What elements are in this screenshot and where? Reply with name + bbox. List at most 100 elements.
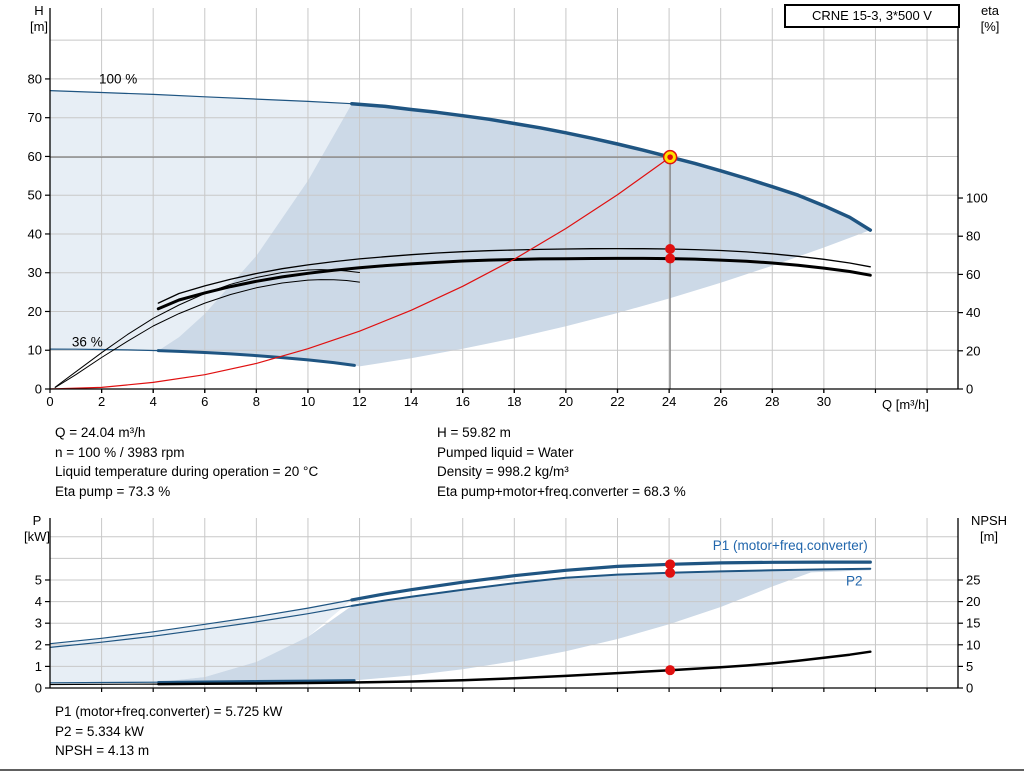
duty-result-dot	[665, 244, 676, 255]
tick-label: 10	[28, 343, 42, 358]
power-envelope-light	[50, 599, 352, 683]
tick-label: 70	[28, 110, 42, 125]
info-line-eta-total: Eta pump+motor+freq.converter = 68.3 %	[437, 483, 686, 499]
info-line-n: n = 100 % / 3983 rpm	[55, 444, 185, 460]
p-axis-label: P [kW]	[16, 513, 58, 545]
axis-label-line: [m]	[979, 529, 999, 544]
info-line-h: H = 59.82 m	[437, 425, 511, 440]
info-line-npsh: NPSH = 4.13 m	[55, 743, 150, 758]
tick-label: 10	[301, 394, 315, 409]
tick-label: 0	[46, 394, 53, 409]
info-line-density: Density = 998.2 kg/m³	[437, 464, 569, 479]
tick-label: 1	[35, 659, 42, 674]
tick-label: 20	[28, 304, 42, 319]
curve-annotation: P2	[846, 573, 863, 588]
tick-label: 14	[404, 394, 418, 409]
tick-label: 80	[28, 71, 42, 86]
tick-label: 0	[966, 681, 973, 696]
tick-label: 50	[28, 188, 42, 203]
axis-label-line: P	[32, 513, 42, 528]
duty-result-dot	[665, 559, 676, 570]
eta-arc-lower	[54, 279, 360, 388]
p2-curve-thick	[350, 567, 872, 607]
axis-label-line: NPSH	[970, 513, 1008, 528]
curve-annotation: 100 %	[99, 72, 137, 87]
tick-label: 24	[662, 394, 676, 409]
npsh-axis-label: NPSH [m]	[962, 513, 1016, 545]
p-curve-36-thin	[49, 681, 159, 684]
duty-result-dot	[665, 665, 676, 676]
tick-label: 2	[98, 394, 105, 409]
tick-label: 30	[28, 265, 42, 280]
tick-label: 5	[966, 659, 973, 674]
tick-label: 2	[35, 637, 42, 652]
speed-curve-36-thick	[156, 349, 356, 367]
tick-label: 18	[507, 394, 521, 409]
speed-curve-36-thin	[49, 348, 159, 352]
curve-annotation: 36 %	[72, 334, 103, 349]
tick-label: 0	[35, 382, 42, 397]
p-curve-36-thick	[157, 679, 356, 684]
eta-pump-curve	[157, 247, 871, 304]
tick-label: 60	[966, 267, 980, 282]
info-line-p2: P2 = 5.334 kW	[55, 723, 144, 739]
tick-label: 0	[35, 681, 42, 696]
tick-label: 40	[966, 305, 980, 320]
tick-label: 25	[966, 572, 980, 587]
tick-label: 15	[966, 616, 980, 631]
pump-model-label: CRNE 15-3, 3*500 V	[812, 8, 932, 23]
operating-envelope-light	[50, 90, 352, 351]
tick-label: 80	[966, 229, 980, 244]
tick-label: 20	[559, 394, 573, 409]
info-line-p1: P1 (motor+freq.converter) = 5.725 kW	[55, 704, 283, 719]
axis-label-line: [%]	[980, 19, 1000, 34]
tick-label: 5	[35, 572, 42, 587]
axis-label-line: eta	[980, 3, 1000, 18]
p1-curve-thin	[49, 599, 353, 645]
duty-info-left: Q = 24.04 m³/h n = 100 % / 3983 rpm Liqu…	[55, 423, 318, 501]
info-line-q: Q = 24.04 m³/h	[55, 425, 146, 440]
axis-label-line: H	[34, 3, 44, 18]
duty-result-dot	[665, 253, 676, 264]
tick-label: 20	[966, 343, 980, 358]
tick-label: 6	[201, 394, 208, 409]
tick-label: 60	[28, 149, 42, 164]
pump-curve-100-thin	[49, 90, 353, 105]
npsh-curve-thick	[157, 650, 872, 686]
power-info: P1 (motor+freq.converter) = 5.725 kW P2 …	[55, 702, 282, 761]
q-axis-label: Q [m³/h]	[882, 397, 929, 413]
duty-info-right: H = 59.82 m Pumped liquid = Water Densit…	[437, 423, 686, 501]
tick-label: 26	[713, 394, 727, 409]
tick-label: 20	[966, 594, 980, 609]
tick-label: 100	[966, 191, 988, 206]
h-axis-label: H [m]	[22, 3, 56, 35]
tick-label: 40	[28, 226, 42, 241]
tick-label: 30	[817, 394, 831, 409]
axis-label-line: [kW]	[24, 529, 50, 544]
duty-result-dot	[665, 567, 676, 578]
tick-label: 16	[455, 394, 469, 409]
axis-label-line: Q [m³/h]	[882, 397, 929, 412]
pump-curve-100-thick	[350, 101, 873, 232]
axis-label-line: [m]	[29, 19, 49, 34]
tick-label: 0	[966, 382, 973, 397]
pump-model-box: CRNE 15-3, 3*500 V	[784, 4, 960, 28]
tick-label: 3	[35, 616, 42, 631]
tick-label: 8	[253, 394, 260, 409]
tick-label: 22	[610, 394, 624, 409]
duty-point-center	[667, 154, 673, 160]
info-line-eta-pump: Eta pump = 73.3 %	[55, 483, 171, 499]
p2-curve-thin	[49, 605, 353, 648]
tick-label: 12	[352, 394, 366, 409]
tick-label: 10	[966, 637, 980, 652]
p1-curve-thick	[350, 560, 872, 602]
info-line-pumped-liquid: Pumped liquid = Water	[437, 444, 574, 460]
tick-label: 4	[35, 594, 42, 609]
tick-label: 28	[765, 394, 779, 409]
system-curve	[49, 156, 671, 390]
tick-label: 4	[150, 394, 157, 409]
curve-annotation: P1 (motor+freq.converter)	[713, 538, 868, 553]
info-line-liquid-temp: Liquid temperature during operation = 20…	[55, 464, 319, 479]
